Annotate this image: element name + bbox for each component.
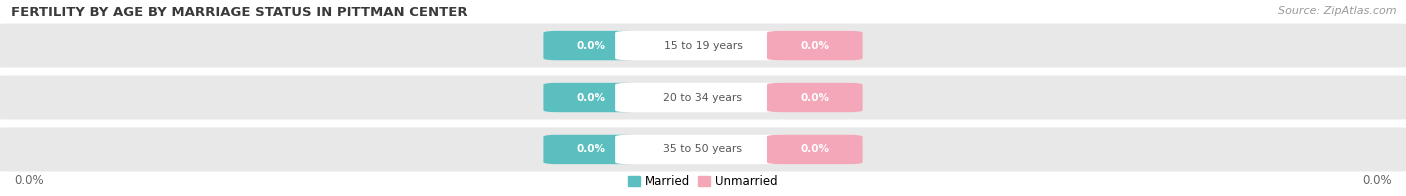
FancyBboxPatch shape [614,83,790,112]
FancyBboxPatch shape [768,31,862,60]
FancyBboxPatch shape [0,24,1406,68]
Text: 0.0%: 0.0% [800,93,830,103]
Text: 0.0%: 0.0% [576,93,606,103]
FancyBboxPatch shape [614,135,790,164]
Legend: Married, Unmarried: Married, Unmarried [628,175,778,188]
FancyBboxPatch shape [0,75,1406,120]
Text: 35 to 50 years: 35 to 50 years [664,144,742,154]
FancyBboxPatch shape [543,31,638,60]
Text: 0.0%: 0.0% [800,144,830,154]
FancyBboxPatch shape [543,135,638,164]
FancyBboxPatch shape [543,83,638,112]
Text: 0.0%: 0.0% [14,174,44,187]
Text: Source: ZipAtlas.com: Source: ZipAtlas.com [1278,6,1396,16]
Text: 20 to 34 years: 20 to 34 years [664,93,742,103]
Text: 0.0%: 0.0% [800,41,830,51]
Text: FERTILITY BY AGE BY MARRIAGE STATUS IN PITTMAN CENTER: FERTILITY BY AGE BY MARRIAGE STATUS IN P… [11,6,468,19]
Text: 0.0%: 0.0% [1362,174,1392,187]
FancyBboxPatch shape [768,83,862,112]
Text: 15 to 19 years: 15 to 19 years [664,41,742,51]
FancyBboxPatch shape [0,127,1406,172]
Text: 0.0%: 0.0% [576,41,606,51]
Text: 0.0%: 0.0% [576,144,606,154]
FancyBboxPatch shape [768,135,862,164]
FancyBboxPatch shape [614,31,790,60]
